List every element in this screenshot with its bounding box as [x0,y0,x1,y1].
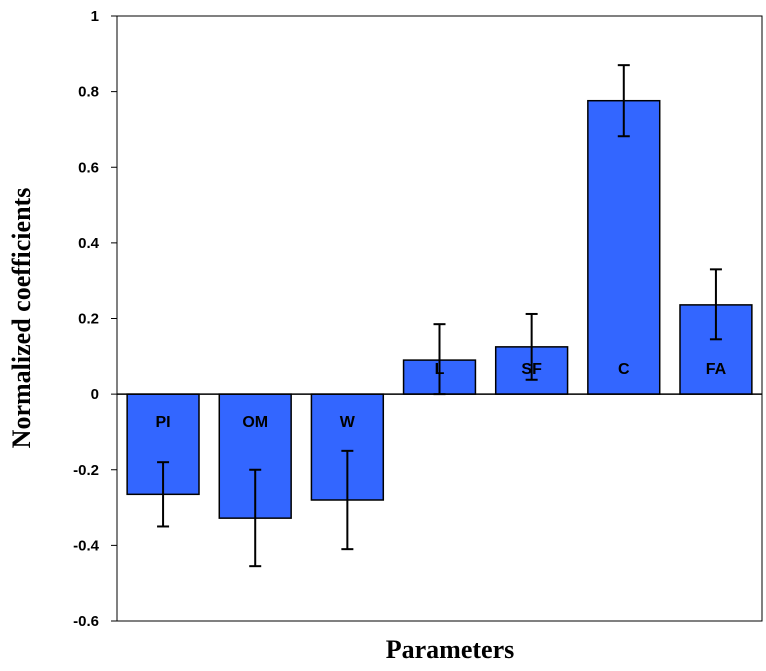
bar-label-om: OM [242,414,268,431]
y-tick-label: -0.6 [73,613,99,630]
y-tick-label: 1 [91,8,99,25]
x-axis-title: Parameters [386,635,514,664]
bar-label-fa: FA [706,361,727,378]
y-axis: 1 0.8 0.6 0.4 0.2 0 -0.2 -0.4 -0.6 [73,8,117,630]
error-bars [157,64,722,568]
y-tick-label: 0 [91,386,99,403]
y-tick-label: 0.4 [78,235,100,252]
bar-label-c: C [618,361,630,378]
y-tick-label: 0.8 [78,84,99,101]
bar-label-w: W [340,414,356,431]
bar-labels: PI OM W L SF C FA [156,361,727,431]
bars [126,99,753,519]
y-tick-label: -0.4 [73,537,100,554]
y-axis-title: Normalized coefficients [7,188,36,449]
bar-label-l: L [435,361,445,378]
y-tick-label: -0.2 [73,462,99,479]
bar-label-sf: SF [521,361,542,378]
bar-label-pi: PI [156,414,171,431]
y-tick-label: 0.6 [78,159,99,176]
y-tick-label: 0.2 [78,311,99,328]
plot-area-frame [116,15,763,622]
bar-c [587,99,661,395]
